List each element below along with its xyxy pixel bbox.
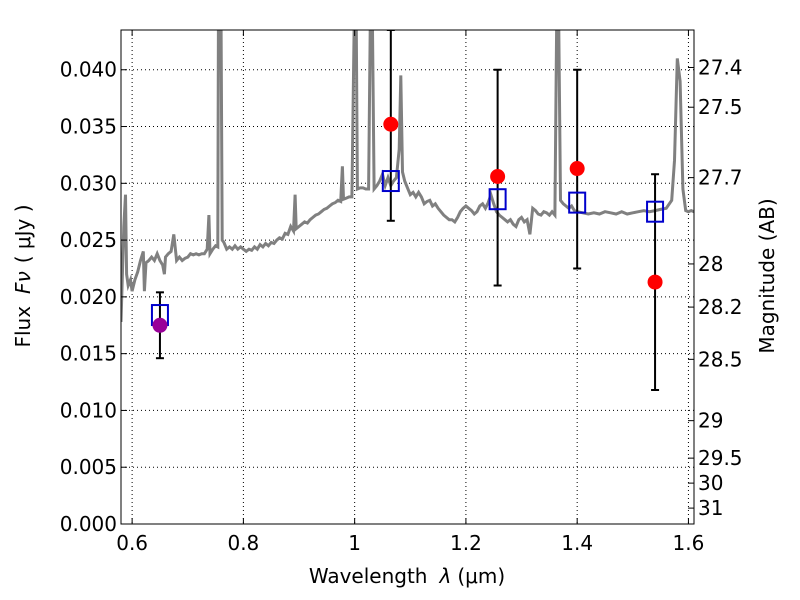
observed-point [152,317,168,333]
observed-point [490,168,506,184]
x-tick-label: 1.2 [450,531,482,555]
plot-frame [120,29,695,525]
mag-tick-label: 27.5 [698,95,743,119]
mag-tick-label: 29 [698,409,723,433]
mag-tick-label: 29.5 [698,446,743,470]
mag-tick-label: 30 [698,471,723,495]
y-tick-label: 0.015 [60,342,117,366]
mag-tick-label: 28 [698,252,723,276]
magnitude-axis-label: Magnitude (AB) [755,198,779,353]
model-box [568,191,587,214]
x-tick-label: 1.6 [673,531,705,555]
y-tick-label: 0.000 [60,512,117,536]
model-box [381,170,400,193]
y-tick-label: 0.005 [60,455,117,479]
model-box [488,188,507,211]
mag-tick-label: 31 [698,496,723,520]
y-tick-label: 0.020 [60,285,117,309]
observed-point [647,274,663,290]
y-axis-ticks: 0.000 0.005 0.010 0.015 0.020 0.025 0.030 0.035… [60,58,127,536]
spectrum-line [121,30,694,322]
y-tick-label: 0.030 [60,171,117,195]
y-axis-label: FluxFν( μJy ) [11,204,35,347]
y-tick-label: 0.035 [60,115,117,139]
observed-point [569,161,585,177]
mag-tick-label: 27.4 [698,55,743,79]
observed-points [152,116,663,333]
plot-area [121,30,694,391]
x-axis-label: Wavelength λ (μm) [309,564,505,588]
mag-tick-label: 28.5 [698,347,743,371]
x-tick-label: 1 [348,531,361,555]
x-tick-label: 0.6 [116,531,148,555]
grid-lines [121,30,694,525]
x-axis-ticks: 0.6 0.8 1 1.2 1.4 1.6 [116,30,704,555]
mag-tick-label: 27.7 [698,166,743,190]
model-box [646,200,665,223]
y-tick-label: 0.025 [60,228,117,252]
observed-point [383,116,399,132]
x-tick-label: 0.8 [227,531,259,555]
model-boxes [150,170,665,327]
error-bars [155,30,660,391]
x-tick-label: 1.4 [561,531,593,555]
y-tick-label: 0.040 [60,58,117,82]
y-tick-label: 0.010 [60,398,117,422]
mag-tick-label: 28.2 [698,295,743,319]
